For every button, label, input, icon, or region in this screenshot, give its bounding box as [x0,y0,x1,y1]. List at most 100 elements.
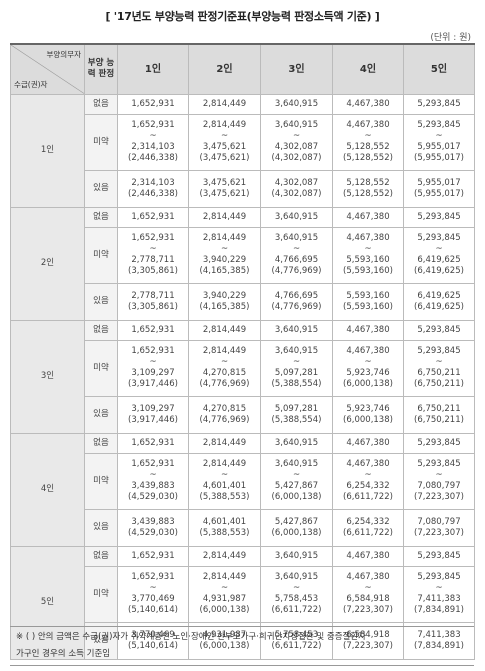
value-cell: 4,467,380 [332,319,404,341]
range-from: 2,814,449 [202,572,247,582]
range-cell: 5,293,845 ~6,750,211 (6,750,211) [403,339,475,397]
range-from: 4,467,380 [346,233,390,243]
threshold-cell: 6,254,332 (6,611,722) [332,508,404,547]
footnote: ※ ( ) 안의 금액은 수급(권)자가 취약계층인 노인·장애인·한부모가구·… [10,626,474,666]
range-tilde: ~ [364,131,372,141]
threshold-cell: 5,923,746 (6,000,138) [332,395,404,434]
threshold-value: 6,584,918 [346,629,390,640]
range-paren: (7,223,307) [343,605,393,615]
range-from: 3,640,915 [274,233,319,243]
threshold-value: 6,254,332 [346,516,390,527]
value-cell: 5,293,845 [403,319,475,341]
threshold-paren: (4,165,385) [199,301,250,312]
range-cell: 1,652,931 ~3,770,469 (5,140,614) [117,565,189,623]
threshold-cell: 4,302,087 (4,302,087) [260,169,333,208]
recipient-group-cell: 1인 [10,93,85,208]
range-to: 6,584,918 [346,594,390,604]
range-tilde: ~ [220,470,229,480]
threshold-value: 7,411,383 [417,629,461,640]
threshold-cell: 5,955,017 (5,955,017) [403,169,475,208]
level-weak: 미약 [84,565,118,623]
page-title: [ '17년도 부양능력 판정기준표(부양능력 판정소득액 기준) ] [105,10,380,23]
recipient-group-cell: 3인 [10,319,85,434]
range-paren: (3,305,861) [128,266,178,276]
range-cell: 4,467,380 ~5,923,746 (6,000,138) [332,339,404,397]
threshold-paren: (6,419,625) [414,301,464,312]
range-cell: 2,814,449 ~4,601,401 (5,388,553) [188,452,261,510]
threshold-paren: (3,917,446) [128,414,178,425]
range-cell: 3,640,915 ~5,758,453 (6,611,722) [260,565,333,623]
range-from: 2,814,449 [202,120,247,130]
table-row: 1인 없음 1,652,931 2,814,449 3,640,915 4,467,380… [10,93,475,208]
value-cell: 5,293,845 [403,93,475,115]
threshold-paren: (7,834,891) [414,640,464,651]
threshold-cell: 3,475,621 (3,475,621) [188,169,261,208]
threshold-value: 5,097,281 [274,403,319,414]
recipient-group-cell: 5인 [10,545,85,660]
threshold-paren: (4,776,969) [199,414,250,425]
value-cell: 2,814,449 [188,319,261,341]
threshold-value: 5,923,746 [346,403,390,414]
col-header-5: 5인 [403,43,475,95]
threshold-cell: 4,931,987 (6,000,138) [188,621,261,660]
range-paren: (6,000,138) [199,605,250,615]
table-row: 3인 없음 1,652,931 2,814,449 3,640,915 4,467,380… [10,319,475,434]
threshold-cell: 5,128,552 (5,128,552) [332,169,404,208]
range-paren: (4,529,030) [128,492,178,502]
col-header-1: 1인 [117,43,189,95]
threshold-paren: (5,388,553) [199,527,250,538]
col-header-4: 4인 [332,43,404,95]
range-tilde: ~ [364,470,372,480]
recipient-group-cell: 4인 [10,432,85,547]
range-tilde: ~ [364,244,372,254]
range-from: 3,640,915 [274,346,319,356]
range-paren: (5,388,554) [271,379,322,389]
level-weak: 미약 [84,339,118,397]
threshold-paren: (4,302,087) [271,188,322,199]
range-cell: 1,652,931 ~2,778,711 (3,305,861) [117,226,189,284]
range-to: 3,439,883 [131,481,175,491]
recipient-label: 수급(권)자 [14,79,48,89]
table-row: 있음 3,439,883 (4,529,030) 4,601,401 (5,388,55… [11,508,475,547]
table-row: 미약 1,652,931 ~2,314,103 (2,446,338) 2,814,44… [11,113,475,171]
level-none: 없음 [84,319,118,341]
threshold-paren: (6,000,138) [271,527,322,538]
range-tilde: ~ [149,131,157,141]
threshold-value: 3,770,469 [131,629,175,640]
value-cell: 2,814,449 [188,206,261,228]
threshold-cell: 5,593,160 (5,593,160) [332,282,404,321]
recipient-group-cell: 2인 [10,206,85,321]
range-from: 4,467,380 [346,346,390,356]
range-to: 4,302,087 [274,142,319,152]
range-tilde: ~ [149,583,157,593]
threshold-paren: (4,776,969) [271,301,322,312]
threshold-cell: 5,097,281 (5,388,554) [260,395,333,434]
range-to: 5,097,281 [274,368,319,378]
range-tilde: ~ [364,357,372,367]
range-tilde: ~ [435,470,443,480]
value-cell: 4,467,380 [332,545,404,567]
range-from: 1,652,931 [131,346,175,356]
range-to: 5,128,552 [346,142,390,152]
level-have: 있음 [84,395,118,434]
threshold-value: 3,475,621 [202,177,247,188]
value-cell: 1,652,931 [117,432,189,454]
range-to: 6,750,211 [417,368,461,378]
threshold-value: 7,080,797 [417,516,461,527]
range-cell: 5,293,845 ~6,419,625 (6,419,625) [403,226,475,284]
range-to: 5,593,160 [346,255,390,265]
range-from: 1,652,931 [131,120,175,130]
threshold-cell: 6,419,625 (6,419,625) [403,282,475,321]
level-none: 없음 [84,93,118,115]
header-row: 부양의무자 수급(권)자 부양 능력 판정 1인 2인 3인 4인 5인 [10,43,475,95]
range-paren: (6,750,211) [414,379,464,389]
table-row: 2인 없음 1,652,931 2,814,449 3,640,915 4,467,380… [10,206,475,321]
value-cell: 2,814,449 [188,432,261,454]
threshold-cell: 6,750,211 (6,750,211) [403,395,475,434]
threshold-paren: (3,475,621) [199,188,250,199]
threshold-value: 4,270,815 [202,403,247,414]
range-to: 6,254,332 [346,481,390,491]
range-tilde: ~ [220,357,229,367]
threshold-value: 4,601,401 [202,516,247,527]
threshold-cell: 4,270,815 (4,776,969) [188,395,261,434]
